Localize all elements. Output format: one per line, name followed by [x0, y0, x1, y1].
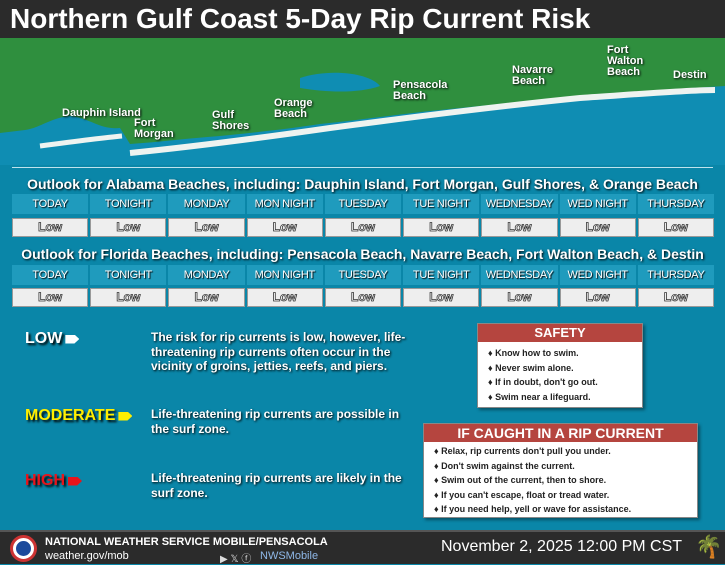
day-header: TONIGHT: [90, 265, 167, 285]
x-icon[interactable]: 𝕏: [230, 554, 239, 565]
divider: [12, 167, 713, 168]
day-header: TONIGHT: [90, 194, 167, 214]
risk-cell: Low: [246, 218, 323, 237]
rip-current-box: IF CAUGHT IN A RIP CURRENT Relax, rip cu…: [423, 423, 698, 518]
day-header: THURSDAY: [637, 265, 714, 285]
website-link[interactable]: weather.gov/mob: [45, 550, 129, 562]
legend-low-label: LOW: [25, 330, 63, 347]
rip-current-title: IF CAUGHT IN A RIP CURRENT: [424, 424, 697, 442]
tip-item: Don't swim against the current.: [434, 459, 687, 474]
coast-map-graphic: [0, 38, 725, 165]
arrow-icon: [68, 476, 82, 486]
risk-cell: Low: [90, 288, 167, 307]
tip-item: Never swim alone.: [488, 361, 632, 376]
day-header: TUE NIGHT: [403, 265, 480, 285]
safety-box: SAFETY Know how to swim.Never swim alone…: [477, 323, 643, 408]
nws-logo: [10, 535, 37, 562]
social-handle[interactable]: NWSMobile: [260, 550, 319, 562]
florida-risk-row: Low Low Low Low Low Low Low Low Low: [12, 288, 714, 307]
day-header: WED NIGHT: [559, 265, 636, 285]
risk-cell: Low: [246, 288, 323, 307]
day-header: WEDNESDAY: [481, 265, 558, 285]
tip-item: Swim out of the current, then to shore.: [434, 473, 687, 488]
issue-date: November 2, 2025 12:00 PM CST: [441, 538, 683, 555]
legend-moderate-text: Life-threatening rip currents are possib…: [151, 407, 400, 436]
risk-cell: Low: [403, 288, 480, 307]
day-header: THURSDAY: [637, 194, 714, 214]
day-header: WED NIGHT: [559, 194, 636, 214]
day-header: WEDNESDAY: [481, 194, 558, 214]
map-label-orange-beach: Orange Beach: [274, 97, 313, 120]
risk-cell: Low: [559, 288, 636, 307]
risk-cell: Low: [168, 288, 245, 307]
map-label-navarre-beach: Navarre Beach: [512, 64, 553, 87]
arrow-icon: [118, 411, 133, 421]
legend-high-label: HIGH: [25, 472, 65, 489]
legend-low-text: The risk for rip currents is low, howeve…: [151, 330, 406, 373]
day-header: MONDAY: [168, 265, 245, 285]
safety-title: SAFETY: [478, 324, 642, 342]
tip-item: Know how to swim.: [488, 346, 632, 361]
day-header: TUESDAY: [324, 194, 402, 214]
day-header: TODAY: [12, 194, 89, 214]
alabama-days-row: TODAY TONIGHT MONDAY MON NIGHT TUESDAY TUE NI…: [12, 194, 714, 214]
tip-item: If you can't escape, float or tread wate…: [434, 488, 687, 503]
legend-high-text: Life-threatening rip currents are likely…: [151, 471, 402, 500]
risk-cell: Low: [324, 218, 402, 237]
day-header: TUESDAY: [324, 265, 402, 285]
youtube-icon[interactable]: ▶: [220, 554, 228, 565]
day-header: TUE NIGHT: [403, 194, 480, 214]
risk-cell: Low: [168, 218, 245, 237]
legend-moderate: MODERATE: [25, 407, 133, 425]
page-title: Northern Gulf Coast 5-Day Rip Current Ri…: [0, 0, 725, 38]
legend-low: LOW: [25, 330, 80, 348]
day-header: MON NIGHT: [246, 265, 323, 285]
legend-high: HIGH: [25, 472, 82, 490]
alabama-risk-row: Low Low Low Low Low Low Low Low Low: [12, 218, 714, 237]
map-label-gulf-shores: Gulf Shores: [212, 109, 250, 132]
map-label-fort-walton-beach: Fort Walton Beach: [607, 44, 644, 78]
risk-cell: Low: [559, 218, 636, 237]
facebook-icon[interactable]: ⓕ: [241, 554, 252, 565]
rip-current-list: Relax, rip currents don't pull you under…: [424, 442, 697, 519]
risk-cell: Low: [637, 218, 714, 237]
map-label-dauphin-island: Dauphin Island: [62, 107, 141, 119]
florida-heading: Outlook for Florida Beaches, including: …: [21, 246, 704, 262]
tip-item: Swim near a lifeguard.: [488, 390, 632, 405]
day-header: TODAY: [12, 265, 89, 285]
alabama-heading: Outlook for Alabama Beaches, including: …: [27, 176, 698, 192]
legend-moderate-label: MODERATE: [25, 407, 116, 424]
risk-cell: Low: [324, 288, 402, 307]
risk-cell: Low: [637, 288, 714, 307]
risk-cell: Low: [12, 218, 89, 237]
arrow-icon: [65, 334, 80, 344]
coast-map: Dauphin Island Fort Morgan Gulf Shores O…: [0, 38, 725, 165]
social-icons: ▶ 𝕏 ⓕ: [220, 550, 251, 565]
palm-tree-icon: 🌴: [695, 534, 723, 559]
footer: NATIONAL WEATHER SERVICE MOBILE/PENSACOL…: [0, 530, 725, 565]
tip-item: Relax, rip currents don't pull you under…: [434, 444, 687, 459]
office-name: NATIONAL WEATHER SERVICE MOBILE/PENSACOL…: [45, 536, 328, 548]
map-label-pensacola-beach: Pensacola Beach: [393, 79, 448, 102]
map-label-destin: Destin: [673, 69, 707, 81]
risk-cell: Low: [481, 288, 558, 307]
tip-item: If in doubt, don't go out.: [488, 375, 632, 390]
risk-cell: Low: [90, 218, 167, 237]
map-label-fort-morgan: Fort Morgan: [134, 117, 174, 140]
risk-cell: Low: [403, 218, 480, 237]
day-header: MON NIGHT: [246, 194, 323, 214]
tip-item: If you need help, yell or wave for assis…: [434, 502, 687, 517]
florida-days-row: TODAY TONIGHT MONDAY MON NIGHT TUESDAY TUE NI…: [12, 265, 714, 285]
risk-cell: Low: [12, 288, 89, 307]
risk-cell: Low: [481, 218, 558, 237]
day-header: MONDAY: [168, 194, 245, 214]
safety-list: Know how to swim.Never swim alone.If in …: [478, 342, 642, 408]
